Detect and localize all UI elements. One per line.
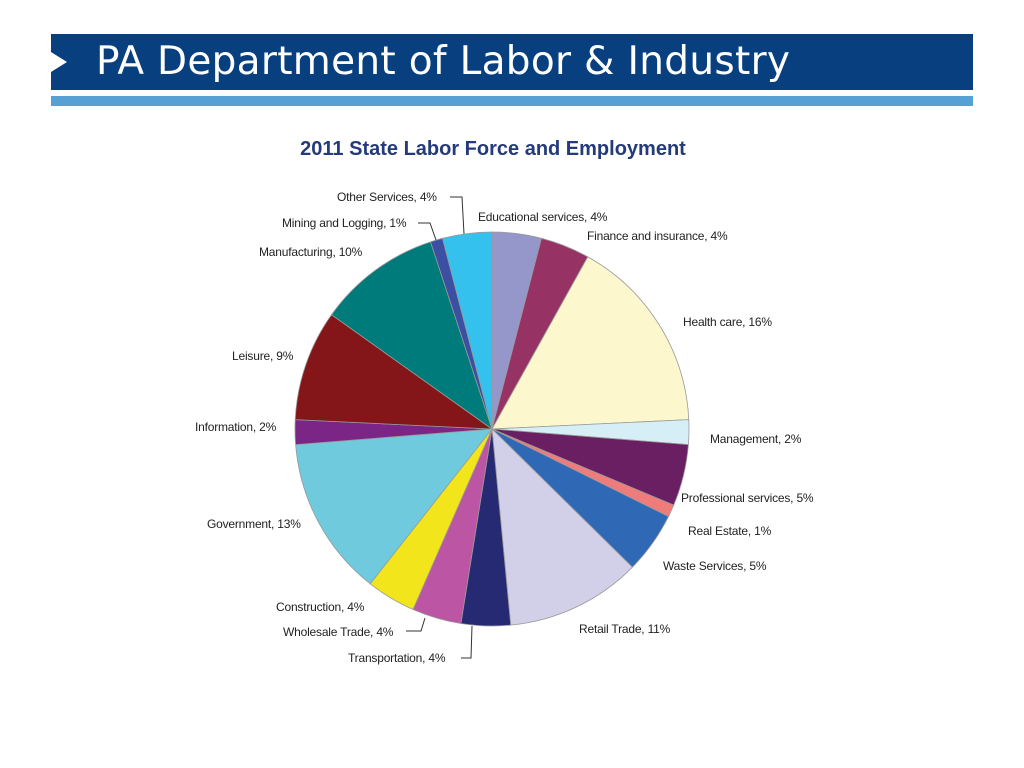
pie-slice-government	[295, 428, 493, 585]
data-label-other-services: Other Services, 4%	[337, 190, 437, 204]
data-label-management: Management, 2%	[710, 432, 802, 446]
data-label-finance-and-insurance: Finance and insurance, 4%	[587, 229, 728, 243]
data-label-waste-services: Waste Services, 5%	[663, 559, 767, 573]
data-label-transportation: Transportation, 4%	[348, 651, 446, 665]
data-label-real-estate: Real Estate, 1%	[688, 524, 772, 538]
chart-title: 2011 State Labor Force and Employment	[300, 138, 686, 160]
leader-line-wholesale	[406, 617, 426, 632]
data-label-mining-and-logging: Mining and Logging, 1%	[282, 216, 407, 230]
data-label-leisure: Leisure, 9%	[232, 349, 294, 363]
page-title: PA Department of Labor & Industry	[96, 39, 791, 84]
leader-line-transportation	[461, 625, 473, 659]
data-label-retail-trade: Retail Trade, 11%	[579, 622, 671, 636]
header-divider	[51, 96, 973, 106]
leader-line-mining	[418, 222, 437, 241]
data-label-educational-services: Educational services, 4%	[478, 210, 608, 224]
pie-slice-leisure	[294, 314, 494, 430]
leader-line-other-services	[450, 196, 465, 235]
pie-slices	[294, 231, 690, 627]
header-bar	[51, 34, 973, 90]
pie-slice-other-services	[442, 231, 493, 430]
data-label-professional-services: Professional services, 5%	[681, 491, 814, 505]
data-label-wholesale-trade: Wholesale Trade, 4%	[283, 625, 394, 639]
pie-slice-retail-trade	[491, 427, 633, 626]
pie-slice-manufacturing	[330, 241, 493, 431]
data-label-information: Information, 2%	[195, 420, 277, 434]
leader-lines	[406, 196, 473, 659]
header-arrow-icon	[51, 52, 67, 72]
data-label-government: Government, 13%	[207, 517, 301, 531]
data-label-health-care: Health care, 16%	[683, 315, 772, 329]
data-label-manufacturing: Manufacturing, 10%	[259, 245, 363, 259]
data-label-construction: Construction, 4%	[276, 600, 365, 614]
pie-slice-health-care	[491, 256, 690, 430]
